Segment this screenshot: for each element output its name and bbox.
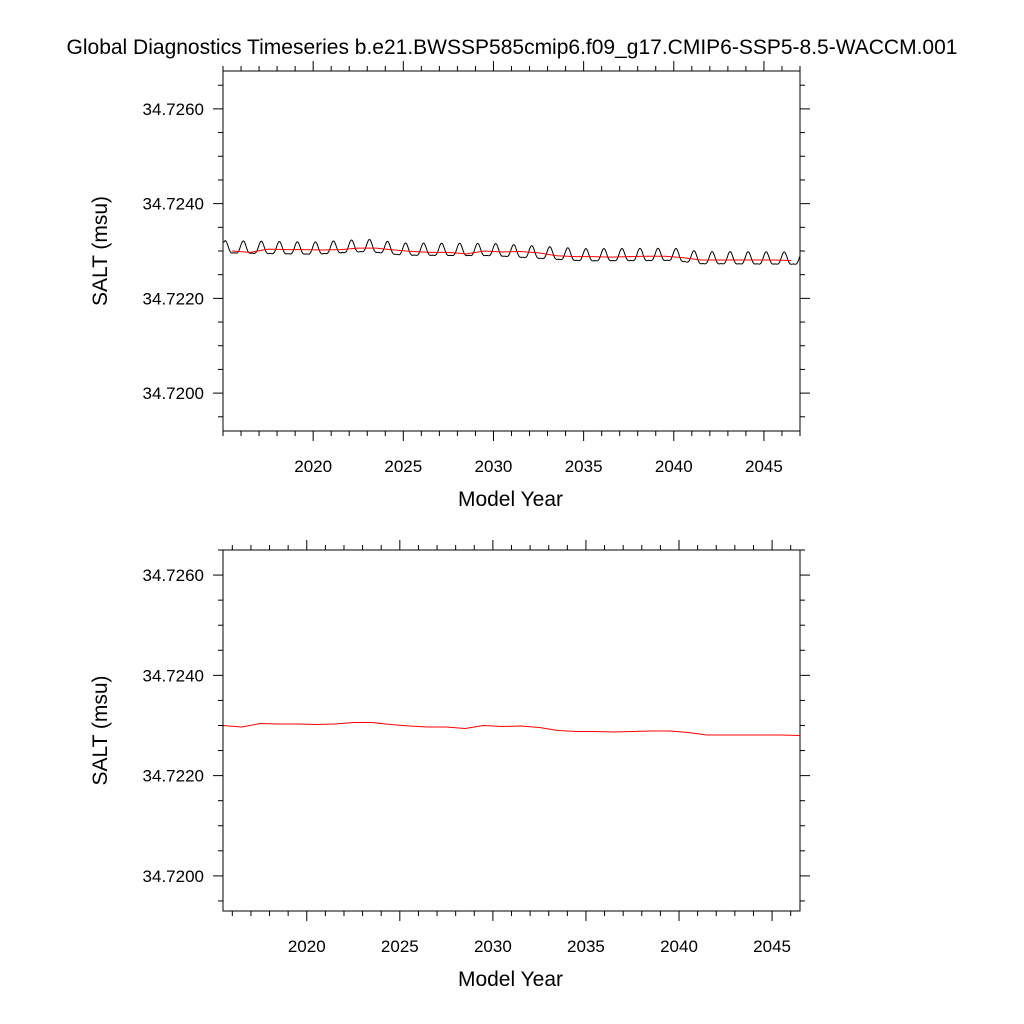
series-group [223,238,800,265]
series-group [223,721,800,737]
y-tick-label: 34.7200 [143,867,204,886]
x-tick-label: 2040 [660,937,698,956]
annual-series-line [231,247,791,261]
x-tick-label: 2030 [474,937,512,956]
y-tick-label: 34.7260 [143,100,204,119]
y-tick-label: 34.7240 [143,666,204,685]
x-tick-label: 2020 [288,937,326,956]
x-tick-label: 2045 [753,937,791,956]
y-tick-label: 34.7240 [143,195,204,214]
x-tick-label: 2040 [655,457,693,476]
x-tick-label: 2025 [384,457,422,476]
panel-top: 2020 2025 2030 2035 2040 2045 34.7200 34.7220 34… [89,61,810,511]
y-tick-label: 34.7220 [143,767,204,786]
y-tick-label: 34.7200 [143,384,204,403]
x-tick-label: 2020 [294,457,332,476]
y-axis-title: SALT (msu) [89,196,112,306]
plot-frame [222,70,801,432]
y-axis-title: SALT (msu) [89,675,112,785]
x-tick-label: 2035 [565,457,603,476]
monthly-series-line [223,238,800,265]
y-ticks [213,84,810,418]
x-tick-label: 2035 [567,937,605,956]
chart-title: Global Diagnostics Timeseries b.e21.BWSS… [66,36,958,59]
x-axis-title: Model Year [458,968,563,991]
panel-bottom: 2020 2025 2030 2035 2040 2045 34.7200 34.7220 34… [89,540,810,991]
plot-frame [222,549,801,912]
x-axis-title: Model Year [458,488,563,511]
y-tick-label: 34.7220 [143,289,204,308]
x-tick-label: 2030 [475,457,513,476]
x-tick-label: 2025 [381,937,419,956]
x-ticks [222,61,801,441]
annual-series-line [223,721,800,737]
y-ticks [213,549,810,902]
x-ticks [231,540,792,921]
y-tick-label: 34.7260 [143,566,204,585]
x-tick-label: 2045 [745,457,783,476]
